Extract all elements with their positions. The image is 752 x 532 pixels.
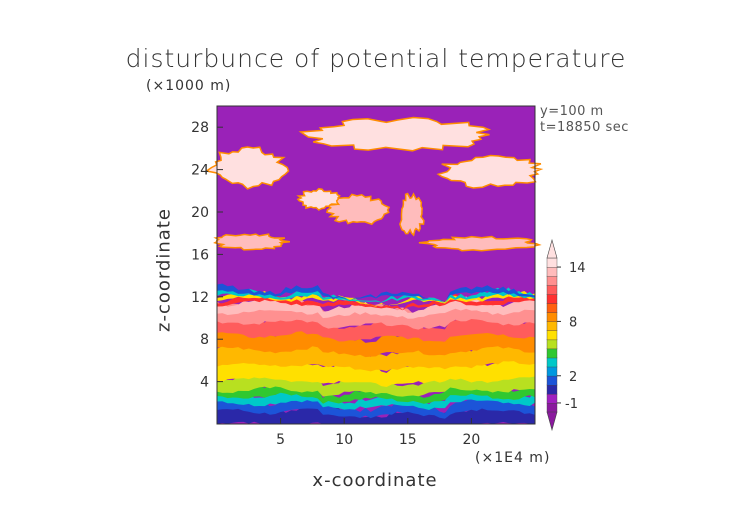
colorbar-segment — [546, 384, 558, 395]
annotation-y: y=100 m — [540, 104, 604, 119]
y-axis-unit: (×1000 m) — [146, 78, 232, 94]
streak-right — [418, 235, 542, 252]
y-tick-label: 4 — [200, 375, 209, 391]
colorbar-tick-label: 2 — [569, 370, 577, 385]
field-layer — [217, 287, 535, 304]
colorbar-segment — [546, 339, 558, 350]
cloud-mid2 — [296, 187, 341, 211]
colorbar-tick-label: 14 — [569, 261, 586, 276]
colorbar-segment — [546, 393, 558, 404]
y-tick-label: 12 — [191, 290, 209, 306]
x-axis-unit: (×1E4 m) — [475, 450, 551, 466]
colorbar-segment — [546, 285, 558, 295]
colorbar-segment — [546, 321, 558, 331]
field-layer — [217, 396, 535, 419]
cloud-right — [436, 154, 544, 189]
colorbar-segment — [546, 402, 558, 413]
annotation-t: t=18850 sec — [540, 120, 629, 135]
y-tick-label: 28 — [191, 120, 209, 136]
cloud-cap — [298, 116, 492, 152]
colorbar-segment — [546, 357, 558, 368]
y-tick-label: 16 — [191, 247, 209, 263]
x-tick-label: 20 — [462, 432, 480, 448]
x-tick-label: 15 — [399, 432, 417, 448]
x-tick-label: 5 — [276, 432, 285, 448]
colorbar-segment — [546, 348, 558, 359]
y-tick-label: 8 — [200, 332, 209, 348]
colorbar-segment — [546, 312, 558, 322]
colorbar-segment — [546, 266, 558, 277]
cloud-mid — [325, 193, 391, 226]
colorbar-segment — [546, 375, 558, 386]
colorbar-segment — [546, 294, 558, 304]
chart-title: disturbunce of potential temperature — [125, 44, 627, 73]
x-axis-label: x-coordinate — [312, 470, 438, 491]
colorbar-segment — [546, 366, 558, 377]
cloud-column — [399, 192, 425, 237]
colorbar-segment — [546, 257, 558, 268]
field-layer — [217, 283, 535, 302]
colorbar-top-arrow — [546, 238, 558, 259]
x-tick-label: 10 — [335, 432, 353, 448]
colorbar-segment — [546, 303, 558, 313]
colorbar-segment — [546, 330, 558, 341]
colorbar-bottom-arrow — [546, 411, 558, 432]
field-layer — [217, 324, 535, 358]
cloud-left — [204, 146, 290, 190]
y-tick-label: 20 — [191, 205, 209, 221]
colorbar-tick-label: -1 — [565, 397, 578, 412]
colorbar-segment — [546, 275, 558, 286]
colorbar-tick-label: 8 — [569, 315, 577, 330]
y-tick-label: 24 — [191, 163, 209, 179]
plot-frame — [216, 105, 536, 425]
